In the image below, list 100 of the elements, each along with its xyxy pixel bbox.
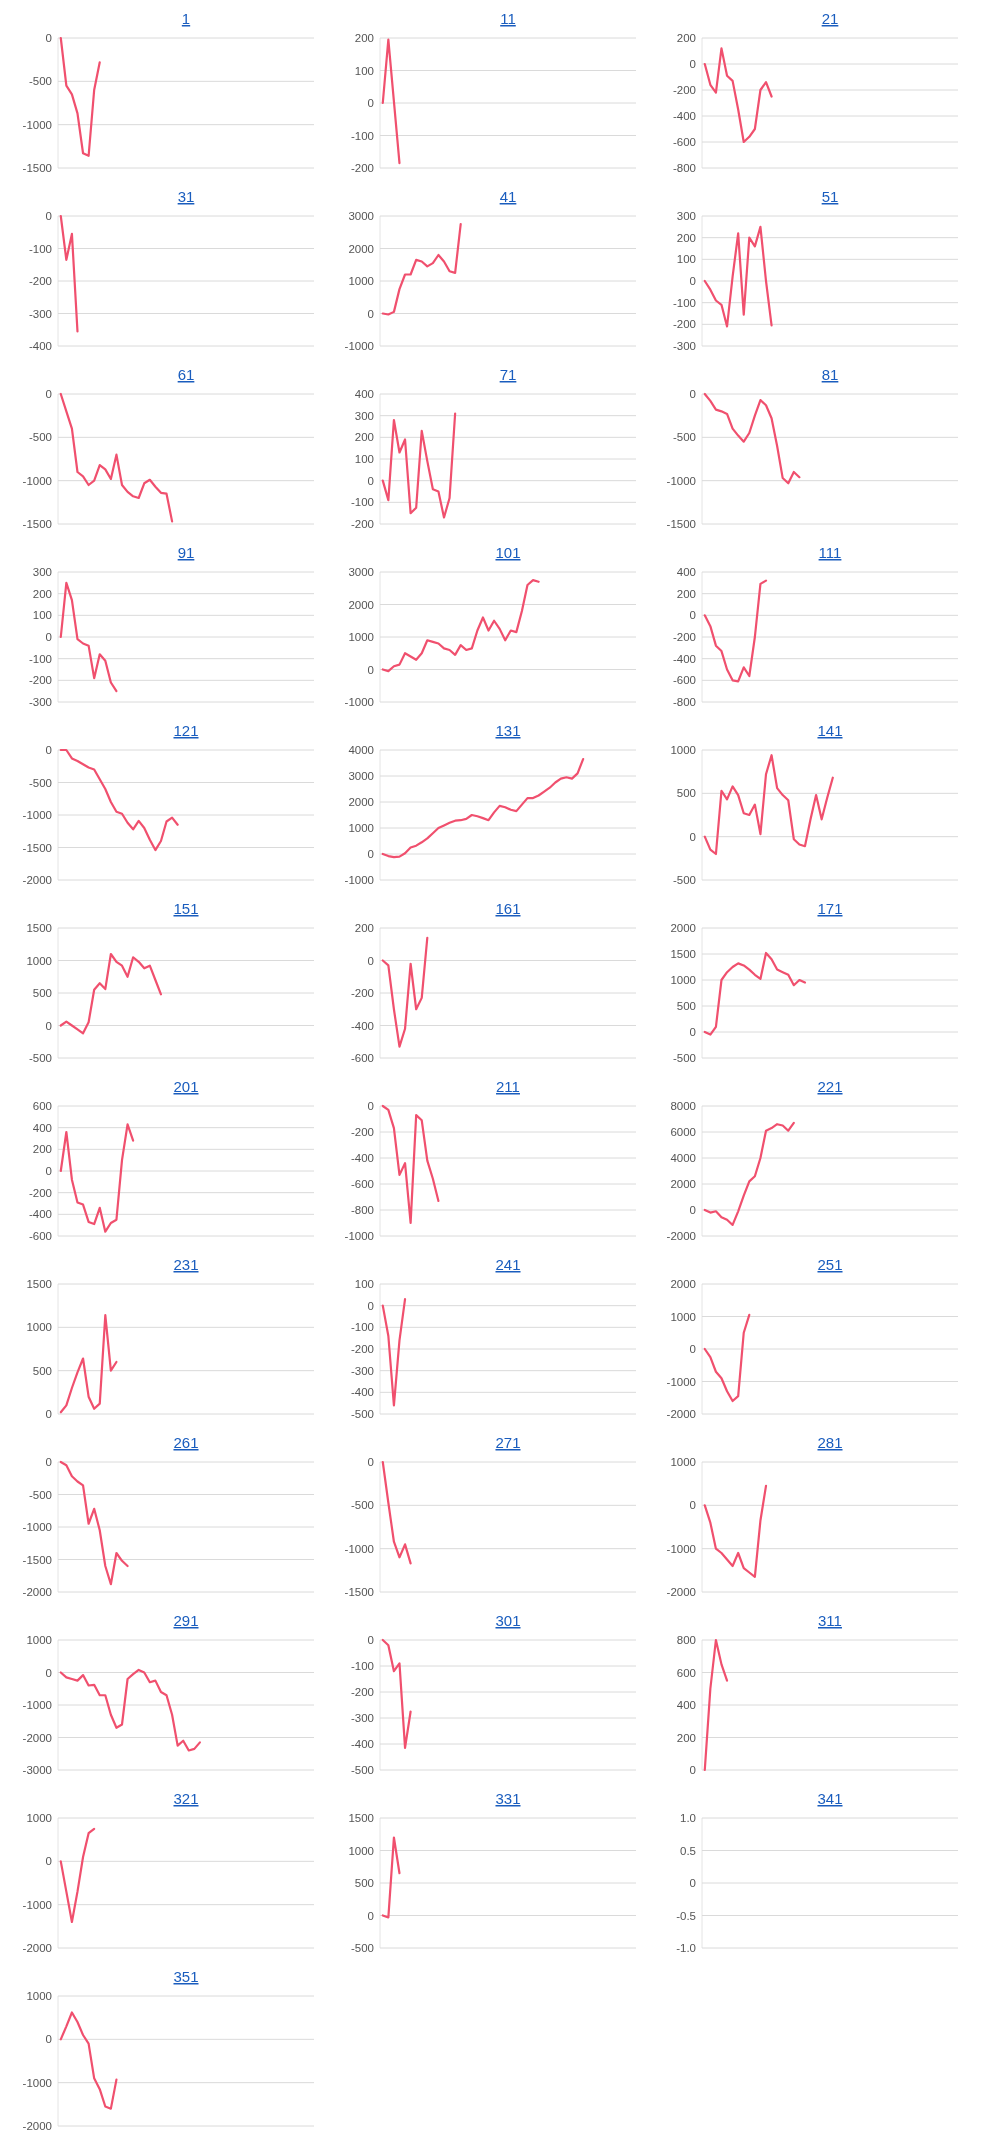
chart-title: 151	[173, 900, 199, 917]
chart-title: 51	[821, 188, 839, 205]
y-tick-label: 6000	[670, 1126, 696, 1139]
chart-title: 241	[495, 1256, 521, 1273]
y-tick-label: -1000	[666, 1375, 696, 1388]
y-tick-label: -100	[350, 129, 374, 142]
y-tick-label: -500	[350, 1499, 374, 1512]
y-tick-label: 1500	[670, 948, 696, 961]
y-tick-label: 200	[32, 1143, 52, 1156]
y-tick-label: -1000	[666, 474, 696, 487]
y-tick-label: -3000	[22, 1764, 52, 1777]
line-series	[59, 1123, 135, 1233]
y-tick-label: 3000	[348, 210, 374, 223]
y-tick-label: 400	[32, 1121, 52, 1134]
y-tick-label: -600	[28, 1230, 52, 1243]
y-tick-label: 0	[689, 609, 696, 622]
y-tick-label: -200	[672, 318, 696, 331]
y-tick-label: 0	[45, 1456, 52, 1469]
chart-title: 291	[173, 1612, 199, 1629]
y-tick-label: 400	[676, 566, 696, 579]
chart-title: 311	[818, 1612, 842, 1629]
y-tick-label: 0	[689, 1204, 696, 1217]
y-tick-label: 1000	[348, 822, 374, 835]
y-tick-label: -500	[672, 1052, 696, 1065]
y-tick-label: 0	[45, 32, 52, 45]
y-tick-label: -1500	[22, 162, 52, 175]
y-tick-label: 1000	[26, 954, 52, 967]
y-tick-label: 0	[689, 58, 696, 71]
y-tick-label: 3000	[348, 770, 374, 783]
chart-title: 161	[495, 900, 521, 917]
chart-title: 281	[817, 1434, 843, 1451]
y-tick-label: -2000	[22, 1942, 52, 1955]
y-tick-label: -600	[672, 674, 696, 687]
y-tick-label: -400	[350, 1019, 374, 1032]
y-tick-label: -200	[672, 84, 696, 97]
y-tick-label: -300	[28, 307, 52, 320]
y-tick-label: 400	[354, 388, 374, 401]
y-tick-label: -200	[350, 1126, 374, 1139]
y-tick-label: 0	[367, 1634, 374, 1647]
y-tick-label: -1000	[22, 1521, 52, 1534]
y-tick-label: -400	[28, 340, 52, 353]
chart-title: 81	[821, 366, 839, 383]
y-tick-label: 100	[32, 609, 52, 622]
y-tick-label: 0	[45, 1165, 52, 1178]
y-tick-label: -1000	[22, 474, 52, 487]
y-tick-label: 0.5	[680, 1844, 696, 1857]
y-tick-label: 0	[367, 1909, 374, 1922]
y-tick-label: -400	[350, 1152, 374, 1165]
line-series	[703, 579, 768, 683]
line-series	[381, 38, 401, 165]
line-series	[703, 392, 801, 485]
y-tick-label: -100	[350, 1321, 374, 1334]
y-tick-label: 300	[676, 210, 696, 223]
y-tick-label: -300	[350, 1712, 374, 1725]
y-tick-label: 200	[32, 587, 52, 600]
y-tick-label: 1000	[670, 974, 696, 987]
line-series	[381, 936, 429, 1048]
chart-title: 71	[499, 366, 517, 383]
line-series	[381, 1460, 412, 1565]
y-tick-label: 0	[689, 1026, 696, 1039]
y-tick-label: 0	[45, 1408, 52, 1421]
y-tick-label: 500	[354, 1877, 374, 1890]
chart-title: 101	[495, 544, 521, 561]
y-tick-label: 300	[32, 566, 52, 579]
chart-title: 171	[817, 900, 843, 917]
chart-title: 61	[177, 366, 195, 383]
chart-title: 141	[817, 722, 843, 739]
y-tick-label: -1000	[22, 809, 52, 822]
line-series	[703, 951, 807, 1036]
y-tick-label: -500	[350, 1408, 374, 1421]
y-tick-label: 0	[45, 210, 52, 223]
y-tick-label: -400	[672, 110, 696, 123]
y-tick-label: 200	[354, 922, 374, 935]
y-tick-label: -1000	[22, 1699, 52, 1712]
line-series	[59, 392, 174, 523]
y-tick-label: 1000	[26, 1990, 52, 2003]
y-tick-label: 0	[689, 275, 696, 288]
y-tick-label: 500	[676, 787, 696, 800]
y-tick-label: 0	[367, 954, 374, 967]
y-tick-label: -200	[350, 987, 374, 1000]
line-series	[703, 754, 834, 856]
y-tick-label: 4000	[670, 1152, 696, 1165]
y-tick-label: 200	[676, 32, 696, 45]
y-tick-label: 0	[367, 1299, 374, 1312]
chart-title: 331	[495, 1790, 521, 1807]
y-tick-label: -1500	[22, 518, 52, 531]
y-tick-label: -400	[350, 1386, 374, 1399]
y-tick-label: 0	[45, 1019, 52, 1032]
chart-title: 11	[500, 10, 516, 27]
line-series	[703, 1121, 795, 1227]
line-series	[59, 952, 163, 1035]
y-tick-label: 400	[676, 1699, 696, 1712]
chart-title: 251	[817, 1256, 843, 1273]
y-tick-label: 2000	[348, 242, 374, 255]
y-tick-label: 2000	[670, 1278, 696, 1291]
y-tick-label: 200	[676, 1731, 696, 1744]
y-tick-label: -2000	[22, 1731, 52, 1744]
y-tick-label: 1000	[348, 1844, 374, 1857]
y-tick-label: 0	[689, 830, 696, 843]
chart-title: 341	[817, 1790, 843, 1807]
